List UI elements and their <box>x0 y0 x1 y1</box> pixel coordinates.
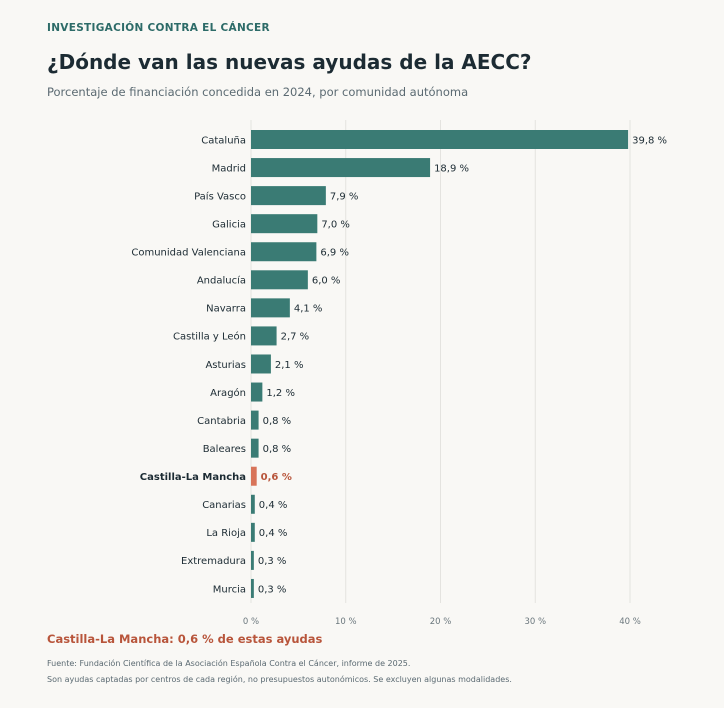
bar <box>251 466 257 486</box>
bar <box>251 494 255 514</box>
category-label: La Rioja <box>206 528 246 539</box>
x-tick-label: 20 % <box>430 617 452 627</box>
value-label: 0,4 % <box>259 528 288 539</box>
bar <box>251 382 263 402</box>
value-label: 4,1 % <box>294 304 323 315</box>
value-label: 0,6 % <box>261 472 292 483</box>
bar <box>251 298 290 318</box>
category-label: Navarra <box>206 304 246 315</box>
bar <box>251 158 431 178</box>
category-label: Castilla y León <box>173 331 246 343</box>
category-label: Extremadura <box>181 556 246 567</box>
highlight-note: Castilla-La Mancha: 0,6 % de estas ayuda… <box>47 632 323 646</box>
bar <box>251 438 259 458</box>
value-label: 2,7 % <box>281 332 310 343</box>
bar <box>251 186 326 206</box>
category-label: Galicia <box>212 219 246 230</box>
category-label: Baleares <box>203 444 246 455</box>
x-axis-ticks: 0 % 10 % 20 % 30 % 40 % <box>243 617 641 627</box>
x-tick-label: 30 % <box>524 617 546 627</box>
category-label: Cataluña <box>201 135 246 146</box>
value-label: 6,0 % <box>312 276 341 287</box>
category-label: Cantabria <box>197 416 246 427</box>
source-note: Fuente: Fundación Científica de la Asoci… <box>47 659 411 668</box>
bar <box>251 522 255 542</box>
category-label: Murcia <box>213 584 246 595</box>
labels: Cataluña 39,8 % Madrid 18,9 % País Vasco 7,9 … <box>131 135 667 595</box>
bar <box>251 214 318 234</box>
page-subtitle: Porcentaje de financiación concedida en … <box>47 85 469 99</box>
category-label: Aragón <box>210 387 246 399</box>
category-label: Asturias <box>205 360 246 371</box>
value-label: 0,8 % <box>263 416 292 427</box>
bar <box>251 242 317 262</box>
bar <box>251 550 254 570</box>
bar <box>251 410 259 430</box>
x-tick-label: 10 % <box>335 617 357 627</box>
bar <box>251 326 277 346</box>
category-label: Andalucía <box>197 275 246 287</box>
bar <box>251 270 308 290</box>
value-label: 7,9 % <box>330 191 359 202</box>
bar <box>251 578 254 598</box>
category-label: Castilla-La Mancha <box>140 472 246 483</box>
x-tick-label: 40 % <box>619 617 641 627</box>
category-label: País Vasco <box>194 190 246 202</box>
value-label: 0,4 % <box>259 500 288 511</box>
category-label: Canarias <box>202 500 246 511</box>
value-label: 0,3 % <box>258 584 287 595</box>
category-label: Comunidad Valenciana <box>131 248 246 259</box>
value-label: 0,8 % <box>263 444 292 455</box>
value-label: 7,0 % <box>321 219 350 230</box>
value-label: 2,1 % <box>275 360 304 371</box>
value-label: 39,8 % <box>632 135 667 146</box>
bar <box>251 354 271 374</box>
page-title: ¿Dónde van las nuevas ayudas de la AECC? <box>47 50 532 74</box>
x-tick-label: 0 % <box>243 617 259 627</box>
bars <box>251 130 629 598</box>
category-label: Madrid <box>212 163 246 174</box>
bar <box>251 130 629 149</box>
method-note: Son ayudas captadas por centros de cada … <box>47 675 512 684</box>
value-label: 6,9 % <box>320 248 349 259</box>
value-label: 1,2 % <box>266 388 295 399</box>
value-label: 0,3 % <box>258 556 287 567</box>
value-label: 18,9 % <box>434 163 469 174</box>
kicker: INVESTIGACIÓN CONTRA EL CÁNCER <box>47 22 270 34</box>
